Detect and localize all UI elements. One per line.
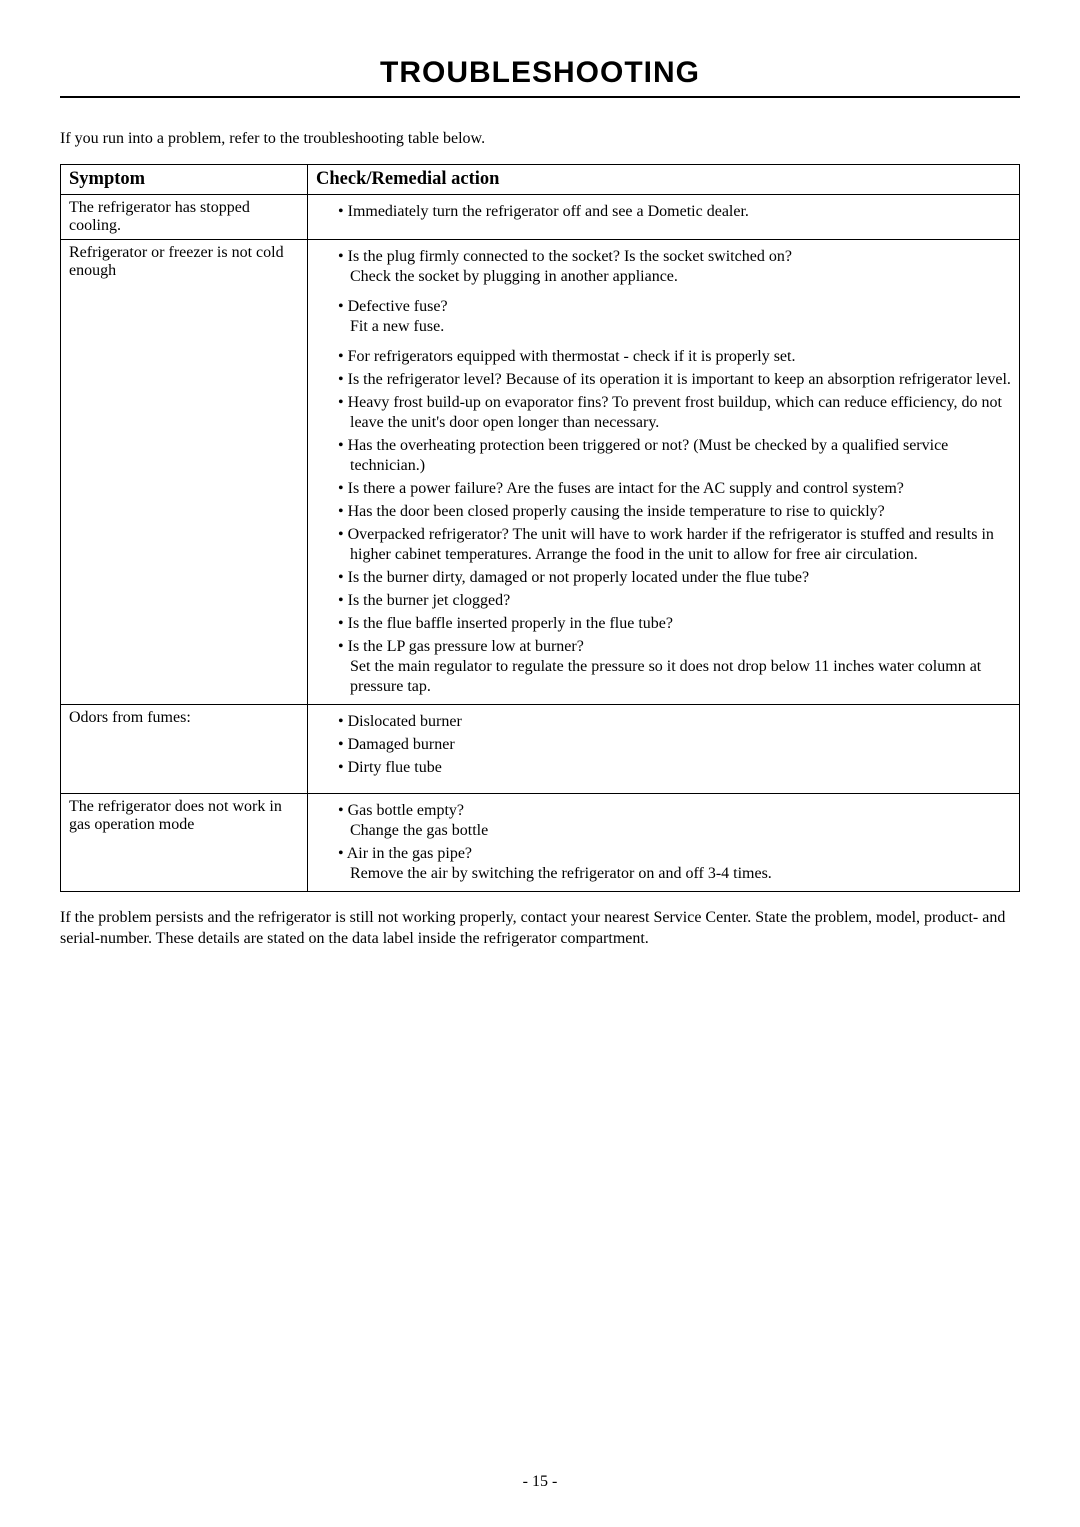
action-subtext: Set the main regulator to regulate the p… (350, 657, 1011, 697)
list-item: Is the flue baffle inserted properly in … (338, 614, 1011, 634)
action-text: Dirty flue tube (348, 759, 442, 776)
list-item: Heavy frost build-up on evaporator fins?… (338, 393, 1011, 433)
action-text: Is the burner jet clogged? (348, 592, 511, 609)
symptom-cell: The refrigerator does not work in gas op… (61, 794, 308, 892)
action-text: Has the door been closed properly causin… (348, 503, 885, 520)
list-item: Is the burner dirty, damaged or not prop… (338, 568, 1011, 588)
action-subtext: Remove the air by switching the refriger… (350, 864, 1011, 884)
list-item: Is there a power failure? Are the fuses … (338, 479, 1011, 499)
page: TROUBLESHOOTING If you run into a proble… (0, 0, 1080, 1527)
intro-text: If you run into a problem, refer to the … (60, 130, 1020, 148)
action-cell: Is the plug firmly connected to the sock… (308, 240, 1020, 705)
outro-text: If the problem persists and the refriger… (60, 908, 1020, 950)
action-text: Is the burner dirty, damaged or not prop… (348, 569, 809, 586)
action-text: Air in the gas pipe? (347, 845, 472, 862)
action-text: Is the refrigerator level? Because of it… (348, 371, 1011, 388)
troubleshooting-table: Symptom Check/Remedial action The refrig… (60, 164, 1020, 892)
list-item: Damaged burner (338, 735, 1011, 755)
action-subtext: Change the gas bottle (350, 821, 1011, 841)
action-subtext: Check the socket by plugging in another … (350, 267, 1011, 287)
table-row: Refrigerator or freezer is not cold enou… (61, 240, 1020, 705)
table-row: The refrigerator has stopped cooling. Im… (61, 195, 1020, 240)
list-item: Is the burner jet clogged? (338, 591, 1011, 611)
action-text: Dislocated burner (348, 713, 462, 730)
action-subtext: Fit a new fuse. (350, 317, 1011, 337)
header-symptom: Symptom (61, 165, 308, 195)
action-text: Defective fuse? (348, 298, 448, 315)
symptom-cell: Odors from fumes: (61, 705, 308, 794)
action-cell: Dislocated burner Damaged burner Dirty f… (308, 705, 1020, 794)
action-text: Overpacked refrigerator? The unit will h… (348, 526, 994, 563)
list-item: Air in the gas pipe? Remove the air by sw… (338, 844, 1011, 884)
action-text: Is there a power failure? Are the fuses … (348, 480, 904, 497)
list-item: Dirty flue tube (338, 758, 1011, 778)
page-number: - 15 - (0, 1473, 1080, 1491)
page-title: TROUBLESHOOTING (60, 56, 1020, 90)
action-text: Gas bottle empty? (348, 802, 464, 819)
action-cell: Immediately turn the refrigerator off an… (308, 195, 1020, 240)
list-item: Dislocated burner (338, 712, 1011, 732)
list-item: Is the LP gas pressure low at burner? Set… (338, 637, 1011, 697)
table-row: Odors from fumes: Dislocated burner Dama… (61, 705, 1020, 794)
action-text: Has the overheating protection been trig… (348, 437, 949, 474)
symptom-cell: The refrigerator has stopped cooling. (61, 195, 308, 240)
action-text: Heavy frost build-up on evaporator fins?… (348, 394, 1002, 431)
action-text: Is the plug firmly connected to the sock… (348, 248, 792, 265)
list-item: Has the overheating protection been trig… (338, 436, 1011, 476)
header-action: Check/Remedial action (308, 165, 1020, 195)
action-text: Is the LP gas pressure low at burner? (348, 638, 584, 655)
list-item: Is the plug firmly connected to the sock… (338, 247, 1011, 287)
table-row: The refrigerator does not work in gas op… (61, 794, 1020, 892)
action-text: Is the flue baffle inserted properly in … (348, 615, 673, 632)
action-text: For refrigerators equipped with thermost… (348, 348, 796, 365)
list-item: For refrigerators equipped with thermost… (338, 347, 1011, 367)
list-item: Defective fuse? Fit a new fuse. (338, 297, 1011, 337)
action-cell: Gas bottle empty? Change the gas bottle A… (308, 794, 1020, 892)
action-text: Immediately turn the refrigerator off an… (348, 203, 749, 220)
list-item: Has the door been closed properly causin… (338, 502, 1011, 522)
list-item: Immediately turn the refrigerator off an… (338, 202, 1011, 222)
list-item: Gas bottle empty? Change the gas bottle (338, 801, 1011, 841)
list-item: Overpacked refrigerator? The unit will h… (338, 525, 1011, 565)
symptom-cell: Refrigerator or freezer is not cold enou… (61, 240, 308, 705)
list-item: Is the refrigerator level? Because of it… (338, 370, 1011, 390)
action-text: Damaged burner (348, 736, 455, 753)
title-rule (60, 96, 1020, 98)
